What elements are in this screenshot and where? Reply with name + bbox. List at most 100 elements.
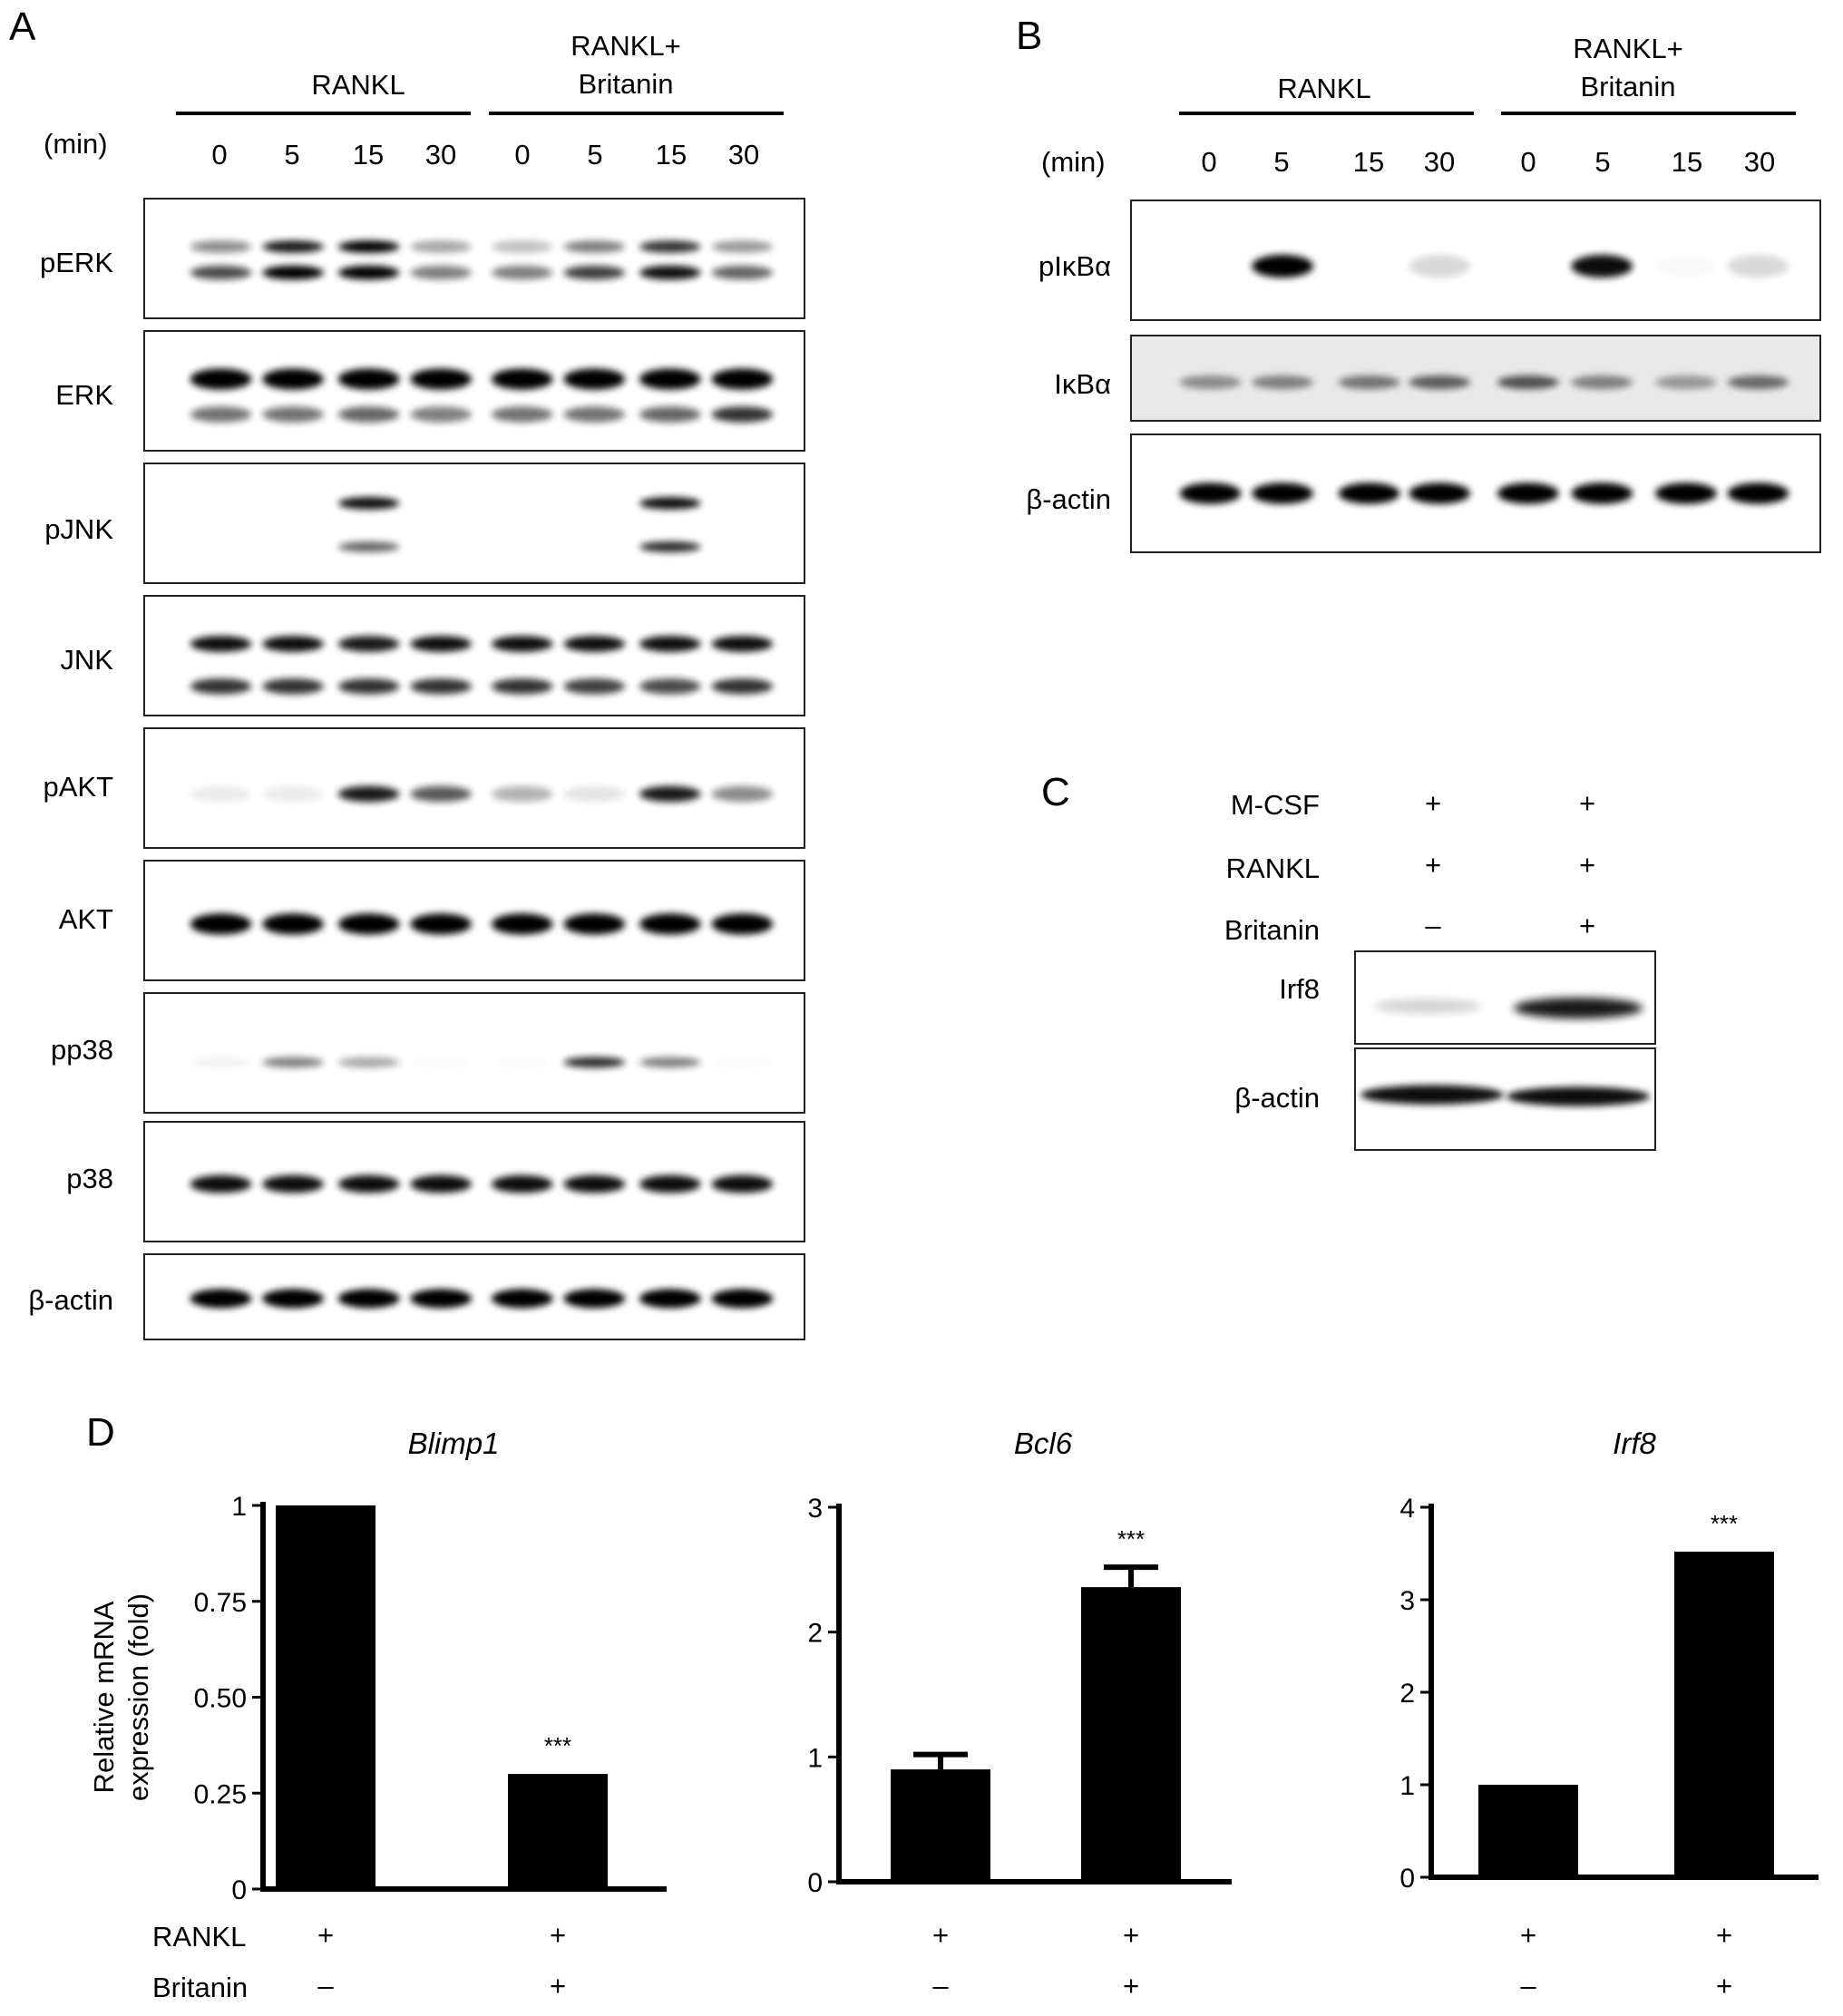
panel-a-blot-label-7: p38 (66, 1163, 113, 1194)
panel-d-letter: D (86, 1410, 115, 1455)
panel-a-blot-8 (143, 1253, 805, 1340)
panel-a-group-britanin-line (489, 112, 784, 115)
panel-a-time-3: 30 (424, 139, 457, 170)
panel-b-group-rankl-britanin: RANKL+ Britanin (1573, 33, 1683, 102)
panel-a-time-4: 0 (514, 139, 531, 170)
chart-3-bar-1 (1674, 1551, 1774, 1877)
panel-a-time-0: 0 (211, 139, 228, 170)
chart-3-britanin-sign-1: + (1715, 1970, 1733, 2001)
panel-b-group-britanin-line (1501, 112, 1796, 115)
panel-b-time-7: 30 (1743, 146, 1776, 178)
chart-3-tick-label-4: 4 (1399, 1494, 1415, 1524)
chart-1-tick-label-3: 0.75 (194, 1588, 247, 1618)
chart-2-britanin-sign-1: + (1122, 1970, 1140, 2001)
chart-1-ylabel-1: expression (fold) (122, 1593, 154, 1801)
panel-a-blot-5 (143, 860, 805, 981)
panel-b-time-3: 30 (1423, 146, 1456, 178)
panel-a-blot-label-5: AKT (58, 903, 113, 935)
chart-2-significance-1: *** (1117, 1525, 1145, 1553)
chart-2-title: Bcl6 (1013, 1427, 1073, 1460)
panel-b-min-label: (min) (1041, 146, 1106, 178)
panel-a-time-6: 15 (655, 139, 687, 170)
chart-3-significance-1: *** (1711, 1510, 1738, 1537)
chart-1-britanin-sign-0: – (317, 1970, 334, 2001)
chart-2-rankl-sign-0: + (931, 1919, 950, 1951)
panel-b-time-5: 5 (1594, 146, 1611, 178)
chart-2-tick-label-1: 1 (807, 1743, 823, 1773)
panel-a-group-rankl-line (176, 112, 471, 115)
panel-a-time-1: 5 (284, 139, 300, 170)
panel-a-blot-0 (143, 198, 805, 319)
panel-b-blot-1 (1130, 335, 1821, 422)
panel-a-blot-4 (143, 727, 805, 849)
panel-c-cond-britanin: Britanin (1224, 914, 1320, 946)
panel-c-rankl-lane1: + (1424, 849, 1442, 881)
panel-b-blot-label-0: pIκBα (1039, 250, 1111, 282)
panel-a-blot-1 (143, 330, 805, 452)
panel-c-cond-mcsf: M-CSF (1230, 789, 1320, 821)
chart-1-title: Blimp1 (407, 1427, 500, 1460)
panel-b-letter: B (1016, 14, 1043, 58)
panel-a-blot-label-3: JNK (60, 644, 113, 676)
chart-1-tick-label-0: 0 (231, 1875, 247, 1905)
panel-c-blot-label-bactin: β-actin (1234, 1082, 1320, 1114)
panel-a-blot-label-8: β-actin (28, 1284, 113, 1316)
panel-a-min-label: (min) (44, 128, 108, 160)
chart-1-significance-1: *** (544, 1732, 571, 1759)
chart-1-bar-0 (276, 1505, 375, 1889)
panel-c-britanin-lane1: – (1425, 910, 1441, 941)
panel-c-mcsf-lane1: + (1424, 787, 1442, 819)
panel-b-time-1: 5 (1273, 146, 1290, 178)
panel-a-letter: A (9, 5, 36, 49)
panel-b-time-4: 0 (1520, 146, 1536, 178)
chart-1-rankl-sign-1: + (549, 1919, 567, 1951)
panel-b-blot-2 (1130, 433, 1821, 553)
chart-1-rankl-sign-0: + (317, 1919, 335, 1951)
chart-1-britanin-sign-1: + (549, 1970, 567, 2001)
chart-2-tick-label-3: 3 (807, 1494, 823, 1524)
panel-a-blot-7 (143, 1121, 805, 1242)
chart-3-tick-label-3: 3 (1399, 1586, 1415, 1616)
panel-a-blot-label-6: pp38 (51, 1034, 113, 1066)
panel-b-blot-0 (1130, 200, 1821, 321)
chart-1-tick-label-2: 0.50 (194, 1684, 247, 1714)
panel-d-row-britanin: Britanin (152, 1972, 249, 2003)
chart-3-britanin-sign-0: – (1520, 1970, 1536, 2001)
panel-a-blot-6 (143, 992, 805, 1114)
chart-1-ylabel-0: Relative mRNA (88, 1601, 120, 1793)
panel-b-blot-label-2: β-actin (1026, 483, 1111, 515)
panel-a-blot-label-0: pERK (40, 247, 113, 278)
chart-2-britanin-sign-0: – (932, 1970, 949, 2001)
chart-2-tick-label-2: 2 (807, 1619, 823, 1649)
panel-a-time-2: 15 (352, 139, 385, 170)
panel-c-mcsf-lane2: + (1578, 787, 1596, 819)
panel-a-group-rankl: RANKL (311, 69, 405, 101)
panel-a-blot-3 (143, 595, 805, 716)
panel-a-blot-label-1: ERK (55, 379, 113, 411)
chart-2-tick-label-0: 0 (807, 1868, 823, 1898)
chart-3-tick-label-2: 2 (1399, 1679, 1415, 1709)
chart-3-bar-0 (1478, 1785, 1578, 1877)
chart-3-rankl-sign-0: + (1519, 1919, 1537, 1951)
panel-d-row-rankl: RANKL (152, 1921, 247, 1953)
panel-a-blot-2 (143, 463, 805, 584)
panel-c-letter: C (1041, 770, 1070, 814)
panel-a-time-7: 30 (727, 139, 760, 170)
panel-b-time-0: 0 (1201, 146, 1217, 178)
panel-b-time-6: 15 (1671, 146, 1703, 178)
chart-3-rankl-sign-1: + (1715, 1919, 1733, 1951)
panel-a-blot-label-2: pJNK (44, 513, 113, 545)
panel-b-group-rankl: RANKL (1277, 73, 1371, 104)
panel-a-group-rankl-britanin: RANKL+ Britanin (570, 30, 681, 100)
panel-b-time-2: 15 (1352, 146, 1385, 178)
panel-b-group-rankl-line (1179, 112, 1474, 115)
chart-3-title: Irf8 (1613, 1427, 1656, 1460)
panel-a-time-5: 5 (587, 139, 603, 170)
panel-c-rankl-lane2: + (1578, 849, 1596, 881)
panel-c-blot-irf8 (1354, 950, 1656, 1045)
panel-c-britanin-lane2: + (1578, 910, 1596, 941)
panel-c-blot-bactin (1354, 1047, 1656, 1151)
panel-c-blot-label-irf8: Irf8 (1279, 973, 1320, 1005)
